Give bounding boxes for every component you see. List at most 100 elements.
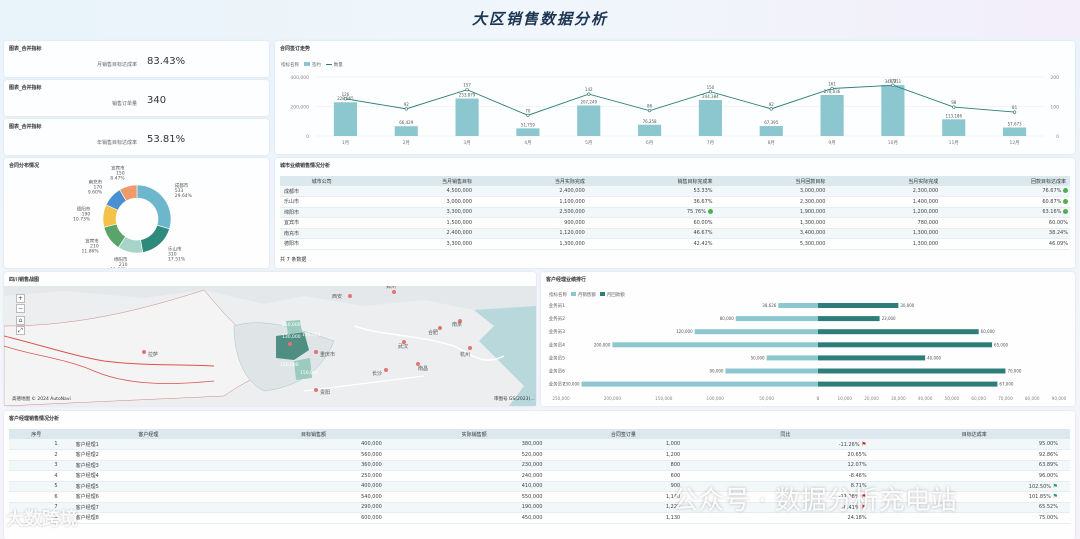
returns-bar bbox=[818, 303, 899, 308]
x-tick-left: 0 bbox=[817, 396, 820, 401]
city-table: 城市公司 当月销售目标 当月实际完成 销售目标完成率 当月回款目标 当月实际完成 回款目标达… bbox=[280, 176, 1070, 250]
reset-view-button[interactable]: ⌂ bbox=[16, 316, 25, 325]
city-table-header[interactable]: 回款目标达成率 bbox=[942, 176, 1070, 186]
table-row[interactable]: 2 客户经理2 560,000 520,000 1,200 20.65% 92.86% bbox=[9, 449, 1070, 461]
legend-prefix: 指标名称 bbox=[281, 63, 299, 68]
zoom-in-button[interactable]: + bbox=[16, 294, 25, 303]
legend-returns-label[interactable]: 月回款额 bbox=[606, 293, 625, 298]
donut-slice bbox=[140, 224, 170, 253]
manager-table-header[interactable]: 目标销售额 bbox=[233, 429, 394, 439]
legend-sales-label[interactable]: 月销售额 bbox=[577, 293, 596, 298]
returns-bar bbox=[818, 342, 993, 348]
manager-table-header[interactable]: 目标达成率 bbox=[878, 429, 1070, 439]
table-row[interactable]: 6 客户经理6 540,000 550,000 1,140 -11.98% ⚑ 101.85… bbox=[9, 491, 1070, 503]
y-tick-right: 200 bbox=[1050, 75, 1059, 81]
legend-bar-swatch bbox=[304, 62, 311, 66]
manager-table-wrapper[interactable]: 序号 客户经理 目标销售额 实际销售额 合同签订量 同比 目标达成率 1 客户经理1 400,00… bbox=[9, 429, 1070, 539]
table-cell: 60.00% bbox=[942, 217, 1070, 229]
x-tick-right: 0 bbox=[817, 396, 820, 401]
x-tick-left: 250,000 bbox=[552, 396, 570, 401]
bar bbox=[759, 126, 783, 136]
table-cell: 780,000 bbox=[829, 217, 943, 229]
city-table-wrapper[interactable]: 城市公司 当月销售目标 当月实际完成 销售目标完成率 当月回款目标 当月实际完成 回款目标达… bbox=[280, 176, 1070, 254]
returns-bar bbox=[818, 381, 998, 387]
count-point bbox=[526, 113, 530, 117]
x-tick-label: 12月 bbox=[1009, 140, 1019, 146]
y-tick-right: 100 bbox=[1050, 105, 1059, 111]
manager-table-header[interactable]: 客户经理 bbox=[63, 429, 234, 439]
manager-table-header[interactable]: 序号 bbox=[9, 429, 64, 439]
legend-sales-swatch bbox=[571, 292, 577, 296]
city-table-header[interactable]: 当月实际完成 bbox=[476, 176, 589, 186]
manager-label: 业务员3 bbox=[549, 328, 565, 335]
table-row[interactable]: 7 客户经理7 290,000 190,000 1,220 -8.41% ⚑ 65.52% bbox=[9, 502, 1070, 513]
table-cell: 63.16% bbox=[942, 207, 1070, 218]
bar-label: 51,759 bbox=[521, 122, 535, 127]
manager-table-header[interactable]: 合同签订量 bbox=[554, 429, 693, 439]
city-table-header[interactable]: 当月销售目标 bbox=[363, 176, 476, 186]
ranking-legend: 指标名称 月销售额 月回款额 bbox=[549, 292, 625, 298]
count-label: 92 bbox=[404, 102, 410, 107]
table-cell: 1,120,000 bbox=[476, 228, 589, 239]
table-cell: 客户经理5 bbox=[63, 481, 234, 492]
map-label: 合肥 bbox=[428, 329, 438, 336]
ranking-chart: 业务员1 38,626 30,000 业务员2 80,000 23,000 业务员3 120,… bbox=[549, 302, 1067, 401]
table-cell: 102.50% ⚑ bbox=[878, 481, 1070, 492]
count-label: 70 bbox=[525, 108, 531, 113]
count-point bbox=[465, 88, 469, 92]
table-cell: 75.00% bbox=[878, 512, 1070, 524]
map-canvas[interactable]: 西安 郑州 合肥 南京 武汉 杭州 长沙 南昌 重庆市 拉萨 贵阳 210,00… bbox=[4, 286, 536, 406]
table-cell: 1,300,000 bbox=[476, 238, 589, 250]
map-label: 武汉 bbox=[398, 343, 408, 350]
table-row[interactable]: 南充市 2,400,000 1,120,000 46.67% 3,400,000 1,30… bbox=[280, 228, 1070, 239]
city-table-header[interactable]: 当月回款目标 bbox=[716, 176, 830, 186]
map-value: 210,000 bbox=[282, 322, 301, 328]
table-row[interactable]: 德阳市 3,300,000 1,300,000 42.42% 5,300,000 1,30… bbox=[280, 238, 1070, 250]
legend-line-label[interactable]: 数量 bbox=[333, 63, 343, 68]
page-title: 大区销售数据分析 bbox=[471, 10, 608, 28]
table-row[interactable]: 1 客户经理1 400,000 380,000 1,000 -11.26% ⚑ 95.00% bbox=[9, 439, 1070, 450]
kpi-value: 83.43% bbox=[147, 56, 186, 67]
table-cell: 400,000 bbox=[233, 439, 394, 450]
table-row[interactable]: 3 客户经理3 360,000 230,000 800 12.07% 63.89% bbox=[9, 460, 1070, 471]
bar-label: 67,395 bbox=[764, 120, 778, 125]
manager-label: 业务员5 bbox=[549, 354, 565, 361]
table-row[interactable]: 8 客户经理8 600,000 450,000 1,130 24.18% 75.00% bbox=[9, 512, 1070, 524]
manager-table-header[interactable]: 实际销售额 bbox=[393, 429, 555, 439]
legend-bar-label[interactable]: 签约 bbox=[311, 63, 321, 68]
table-cell: 3,000,000 bbox=[363, 196, 476, 208]
zoom-out-button[interactable]: − bbox=[16, 304, 25, 313]
table-cell: 1,400,000 bbox=[829, 196, 943, 208]
table-cell: 60.00% bbox=[588, 217, 717, 229]
table-cell: 客户经理8 bbox=[63, 512, 234, 524]
table-row[interactable]: 成都市 4,500,000 2,400,000 53.33% 3,000,000 2,30… bbox=[280, 186, 1070, 197]
manager-table-header[interactable]: 同比 bbox=[692, 429, 879, 439]
table-row[interactable]: 绵阳市 3,300,000 2,500,000 75.76% 1,900,000 1,2… bbox=[280, 207, 1070, 218]
table-cell: 36.67% bbox=[588, 196, 717, 208]
count-point bbox=[587, 92, 591, 96]
fullscreen-button[interactable]: ⤢ bbox=[16, 326, 25, 335]
table-row[interactable]: 乐山市 3,000,000 1,100,000 36.67% 2,300,000 1,40… bbox=[280, 196, 1070, 208]
table-cell: 1,000 bbox=[554, 439, 693, 450]
table-cell: 5 bbox=[9, 481, 64, 492]
city-table-header[interactable]: 当月实际完成 bbox=[829, 176, 943, 186]
count-label: 157 bbox=[463, 83, 471, 88]
city-table-header[interactable]: 销售目标完成率 bbox=[588, 176, 717, 186]
status-dot bbox=[1063, 209, 1068, 215]
table-row[interactable]: 宜宾市 1,500,000 900,000 60.00% 1,300,000 780,00… bbox=[280, 217, 1070, 229]
table-cell: 250,000 bbox=[233, 470, 394, 482]
table-cell: -8.46% bbox=[692, 470, 879, 482]
table-cell: 60.87% bbox=[942, 196, 1070, 208]
table-cell: 成都市 bbox=[280, 186, 364, 197]
city-table-header[interactable]: 城市公司 bbox=[280, 176, 364, 186]
table-row[interactable]: 5 客户经理5 400,000 410,000 900 8.71% 102.50% ⚑ bbox=[9, 481, 1070, 492]
x-tick-label: 7月 bbox=[707, 140, 714, 146]
table-cell: 800 bbox=[554, 460, 693, 471]
count-point bbox=[647, 109, 652, 113]
manager-table-card: 客户经理销售情况分析 序号 客户经理 目标销售额 实际销售额 合同签订量 同比 目标达成率 1… bbox=[4, 411, 1075, 539]
bar bbox=[942, 119, 966, 136]
sales-bar bbox=[581, 381, 818, 387]
kpi-heading: 图表_合并指标 bbox=[9, 46, 42, 52]
table-row[interactable]: 4 客户经理4 250,000 240,000 600 -8.46% 96.00% bbox=[9, 470, 1070, 482]
donut-label: 29.64% bbox=[175, 193, 193, 199]
